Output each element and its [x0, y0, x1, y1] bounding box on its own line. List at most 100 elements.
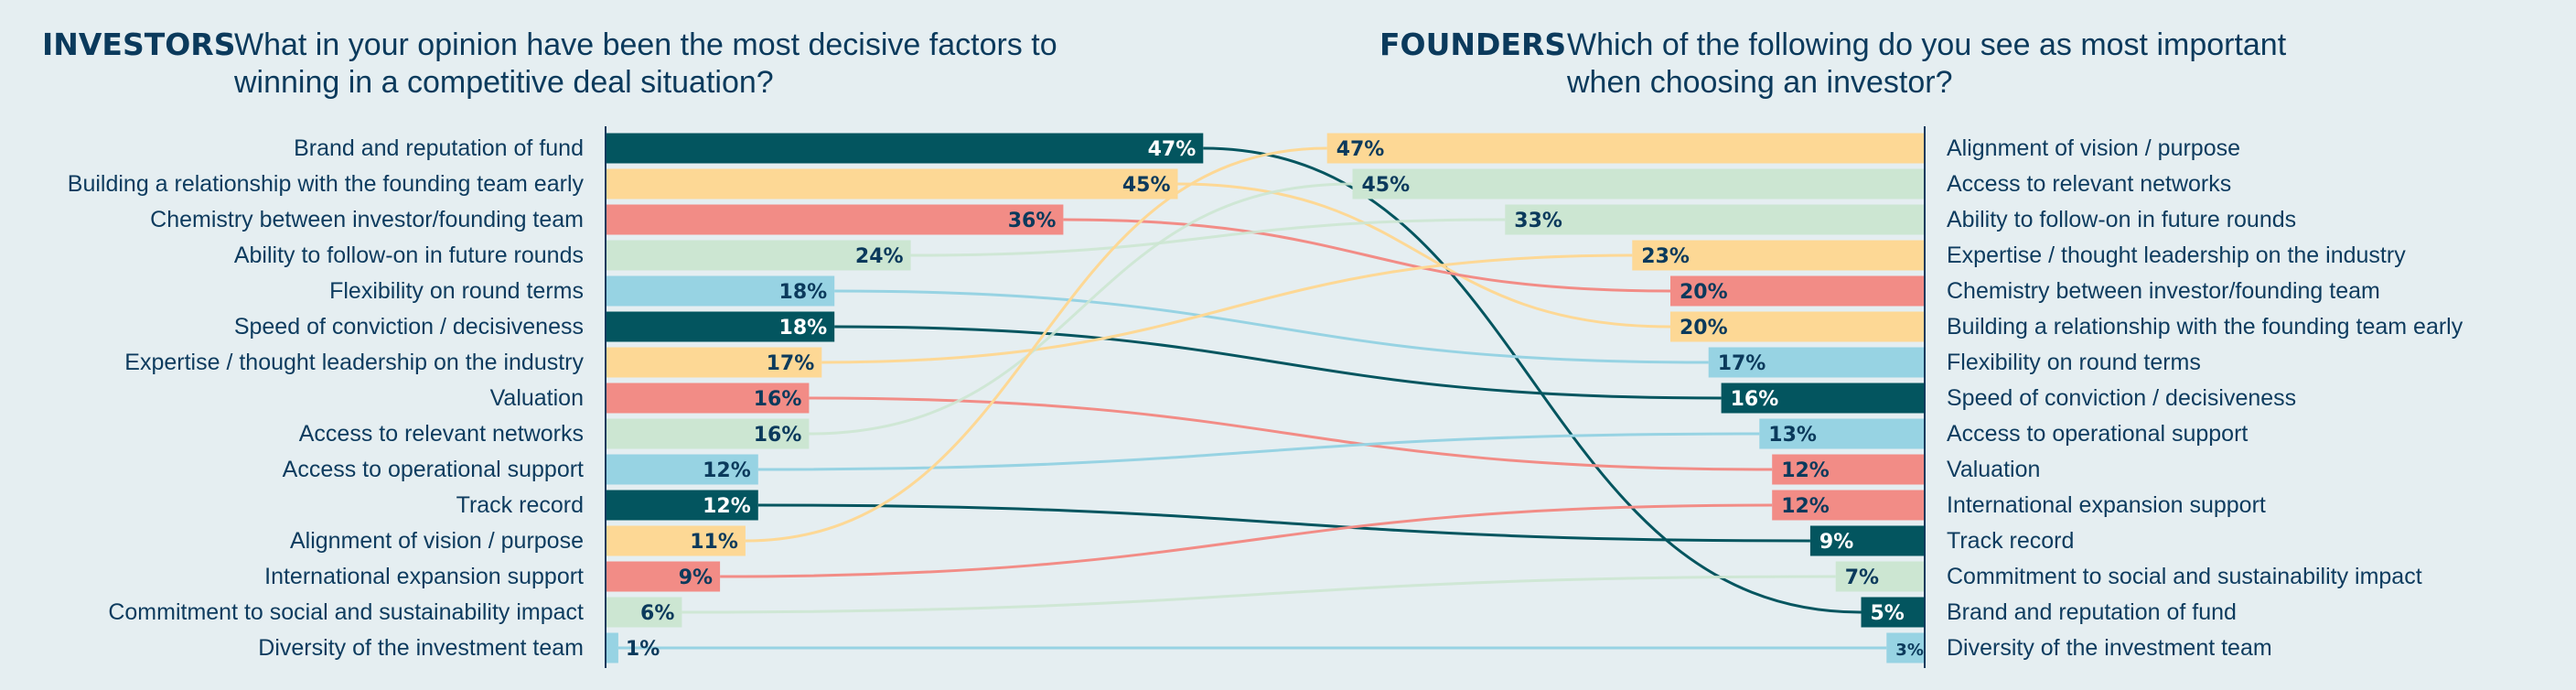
founders-value-label: 23%	[1641, 245, 1690, 268]
founders-label: Speed of conviction / decisiveness	[1947, 385, 2296, 411]
founders-value-label: 12%	[1781, 459, 1830, 482]
investors-bar-commitment-to-social-and-sustainability-impact	[606, 597, 682, 628]
founders-label: Chemistry between investor/founding team	[1947, 278, 2380, 304]
investors-bar-chemistry-between-investor-founding-team	[606, 204, 1064, 235]
investors-bar-expertise-thought-leadership-on-the-industry	[606, 347, 822, 378]
connector-access-to-relevant-networks	[809, 182, 1353, 436]
investors-bar-track-record	[606, 490, 758, 521]
investors-value-label: 17%	[767, 352, 815, 375]
connector-access-to-operational-support	[757, 432, 1760, 471]
investors-value-label: 24%	[855, 245, 904, 268]
founders-bar-track-record	[1809, 525, 1925, 556]
founders-question-line-1: Which of the following do you see as mos…	[1567, 27, 2287, 62]
investors-label: Brand and reputation of fund	[294, 135, 584, 161]
investors-question-line-2: winning in a competitive deal situation?	[233, 65, 774, 100]
founders-bar-speed-of-conviction-decisiveness	[1721, 383, 1925, 414]
investors-label: Expertise / thought leadership on the in…	[124, 350, 584, 375]
investors-value-label: 36%	[1008, 210, 1057, 232]
investors-value-label: 16%	[754, 424, 802, 447]
investors-bar-alignment-of-vision-purpose	[606, 525, 746, 556]
founders-value-label: 47%	[1336, 138, 1385, 161]
founders-bars: Alignment of vision / purpose 47% Access t…	[1326, 133, 2463, 663]
founders-bar-building-a-relationship-with-the-founding-team-early	[1670, 311, 1925, 342]
connector-ability-to-follow-on-in-future-rounds	[910, 218, 1506, 257]
connector-commitment-to-social-and-sustainability-impact	[682, 575, 1836, 614]
connector-flexibility-on-round-terms	[834, 289, 1709, 364]
investors-label: Track record	[456, 492, 584, 518]
founders-bar-alignment-of-vision-purpose	[1326, 133, 1925, 164]
founders-value-label: 20%	[1680, 317, 1728, 340]
founders-label: Diversity of the investment team	[1947, 635, 2272, 661]
founders-value-label: 33%	[1514, 210, 1562, 232]
founders-value-label: 16%	[1731, 388, 1779, 411]
connector-speed-of-conviction-decisiveness	[834, 325, 1722, 400]
investors-value-label: 1%	[626, 638, 660, 661]
founders-label: International expansion support	[1947, 492, 2266, 518]
investors-bar-access-to-operational-support	[606, 454, 758, 485]
investors-label: Valuation	[490, 385, 584, 411]
connector-lines	[617, 146, 1887, 650]
founders-label: Building a relationship with the foundin…	[1947, 314, 2463, 340]
investors-question-line-1: What in your opinion have been the most …	[234, 27, 1057, 62]
connector-expertise-thought-leadership-on-the-industry	[821, 253, 1633, 364]
founders-bar-expertise-thought-leadership-on-the-industry	[1632, 240, 1925, 271]
founders-value-label: 17%	[1718, 352, 1766, 375]
connector-chemistry-between-investor-founding-team	[1063, 218, 1671, 293]
founders-bar-brand-and-reputation-of-fund	[1861, 597, 1925, 628]
founders-bar-international-expansion-support	[1772, 490, 1925, 521]
investors-bar-valuation	[606, 383, 810, 414]
founders-bar-ability-to-follow-on-in-future-rounds	[1505, 204, 1925, 235]
founders-value-label: 3%	[1895, 641, 1924, 660]
investors-bar-flexibility-on-round-terms	[606, 275, 835, 307]
founders-bar-flexibility-on-round-terms	[1708, 347, 1925, 378]
investors-value-label: 11%	[690, 531, 738, 554]
founders-question-line-2: when choosing an investor?	[1566, 65, 1953, 100]
investors-label: Diversity of the investment team	[258, 635, 584, 661]
founders-value-label: 45%	[1362, 174, 1411, 197]
founders-header: FOUNDERS Which of the following do you s…	[1379, 27, 2287, 100]
investors-label: Building a relationship with the foundin…	[68, 171, 585, 197]
investors-bar-diversity-of-the-investment-team	[606, 632, 618, 663]
founders-bar-diversity-of-the-investment-team	[1886, 632, 1925, 663]
investors-label: Access to operational support	[283, 457, 584, 482]
investors-tag: INVESTORS	[42, 27, 236, 62]
founders-bar-chemistry-between-investor-founding-team	[1670, 275, 1925, 307]
connector-alignment-of-vision-purpose	[745, 146, 1327, 543]
founders-value-label: 9%	[1819, 531, 1853, 554]
connector-track-record	[757, 503, 1810, 543]
founders-label: Flexibility on round terms	[1947, 350, 2201, 375]
founders-bar-valuation	[1772, 454, 1925, 485]
investors-value-label: 9%	[679, 566, 713, 589]
founders-label: Access to relevant networks	[1947, 171, 2231, 197]
investors-value-label: 45%	[1122, 174, 1171, 197]
investors-label: International expansion support	[264, 564, 584, 589]
founders-label: Brand and reputation of fund	[1947, 599, 2237, 625]
investors-bar-building-a-relationship-with-the-founding-team-early	[606, 168, 1178, 199]
founders-value-label: 20%	[1680, 281, 1728, 304]
investors-value-label: 6%	[640, 602, 674, 625]
investors-value-label: 12%	[703, 459, 751, 482]
investors-value-label: 18%	[779, 281, 828, 304]
investors-header: INVESTORS What in your opinion have been…	[42, 27, 1057, 100]
investors-bar-speed-of-conviction-decisiveness	[606, 311, 835, 342]
founders-tag: FOUNDERS	[1379, 27, 1566, 62]
investors-label: Flexibility on round terms	[329, 278, 584, 304]
investors-label: Alignment of vision / purpose	[290, 528, 584, 554]
founders-label: Ability to follow-on in future rounds	[1947, 207, 2296, 232]
investors-bar-ability-to-follow-on-in-future-rounds	[606, 240, 911, 271]
founders-value-label: 12%	[1781, 495, 1830, 518]
connector-brand-and-reputation-of-fund	[1203, 146, 1862, 614]
founders-label: Valuation	[1947, 457, 2040, 482]
founders-bar-commitment-to-social-and-sustainability-impact	[1835, 561, 1925, 592]
investors-label: Chemistry between investor/founding team	[150, 207, 584, 232]
founders-value-label: 5%	[1871, 602, 1905, 625]
founders-bar-access-to-relevant-networks	[1352, 168, 1925, 199]
connector-international-expansion-support	[720, 503, 1773, 578]
founders-label: Commitment to social and sustainability …	[1947, 564, 2422, 589]
founders-value-label: 13%	[1768, 424, 1817, 447]
founders-label: Track record	[1947, 528, 2074, 554]
investors-value-label: 16%	[754, 388, 802, 411]
founders-label: Expertise / thought leadership on the in…	[1947, 243, 2406, 268]
founders-bar-access-to-operational-support	[1759, 418, 1925, 449]
founders-label: Alignment of vision / purpose	[1947, 135, 2240, 161]
